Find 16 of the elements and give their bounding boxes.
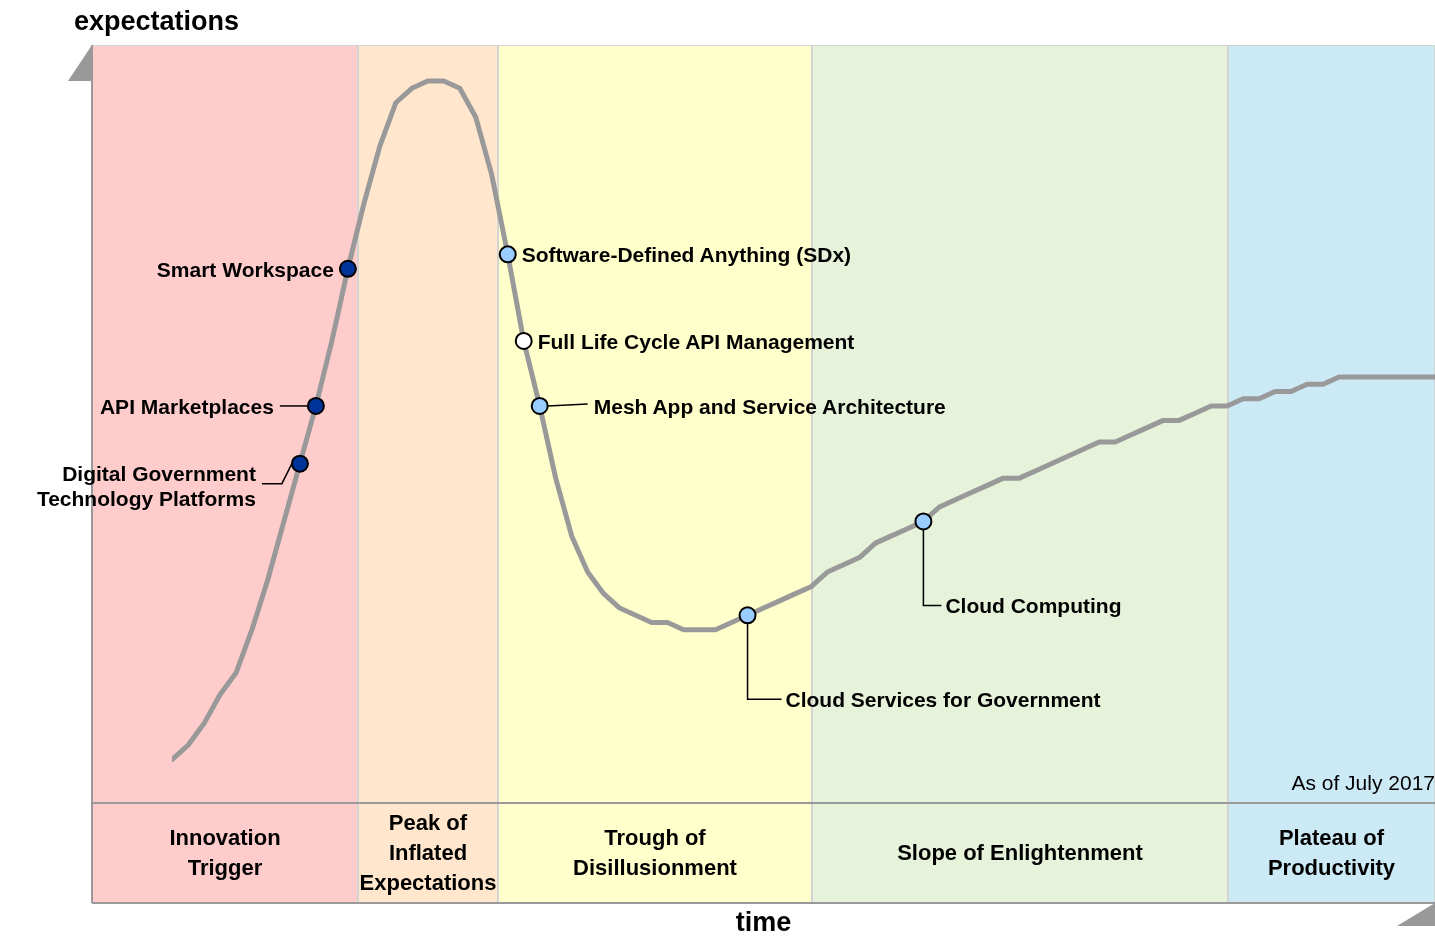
text: Plateau of Productivity [1267,824,1396,882]
text: Innovation Trigger [169,824,281,882]
x-axis-title: time [734,907,793,938]
annotation: Full Life Cycle API Management [537,329,855,353]
annotation: Software-Defined Anything (SDx) [521,242,852,266]
annotation: Cloud Computing [945,593,1122,617]
annotation: Digital Government Technology Platforms [36,461,256,510]
annotation: API Marketplaces [99,394,274,418]
y-axis-title: expectations [74,5,240,38]
annotation: As of July 2017 [1291,771,1435,795]
text: Trough of Disillusionment [573,824,737,882]
text: Peak of Inflated Expectations [359,809,497,897]
annotation: Smart Workspace [156,257,334,281]
text: Slope of Enlightenment [897,839,1143,867]
annotation: Mesh App and Service Architecture [593,394,946,418]
annotation: Cloud Services for Government [785,687,1101,711]
